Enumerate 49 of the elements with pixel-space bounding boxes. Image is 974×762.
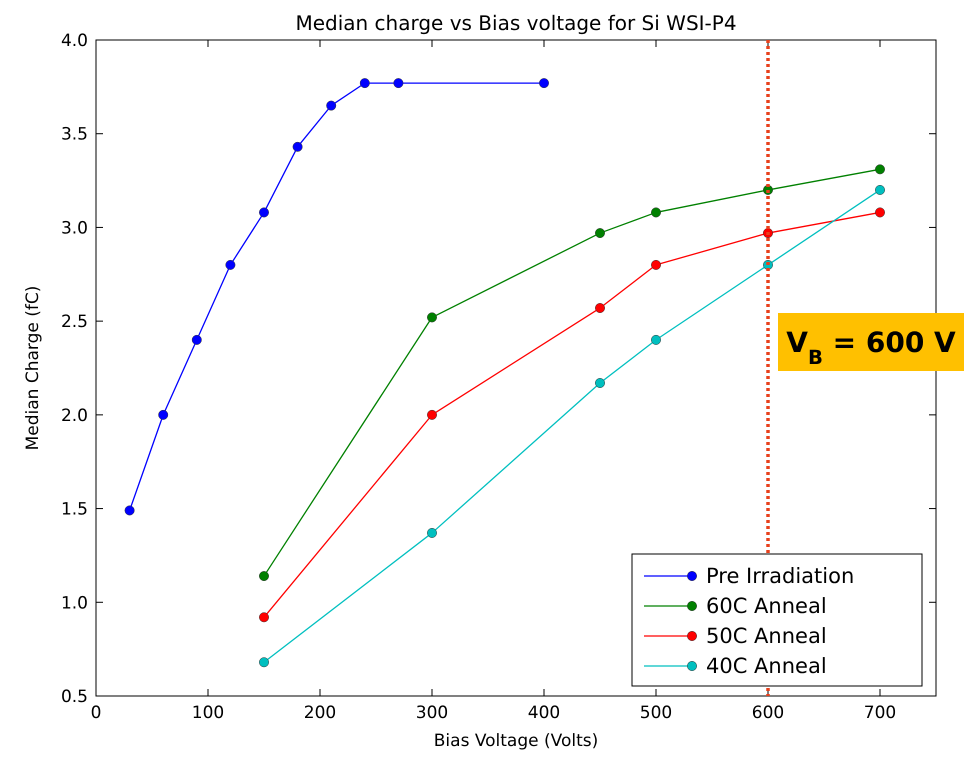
point — [124, 505, 135, 516]
legend-label: 40C Anneal — [706, 654, 827, 678]
point — [292, 142, 303, 152]
x-tick-label: 400 — [528, 703, 560, 723]
y-tick-label: 2.0 — [60, 406, 88, 426]
y-tick-label: 1.5 — [60, 500, 88, 520]
point — [595, 303, 605, 313]
legend-label: 50C Anneal — [706, 624, 827, 648]
y-tick-label: 3.5 — [60, 124, 88, 145]
point — [427, 312, 437, 322]
x-tick-label: 100 — [192, 703, 224, 723]
point — [192, 334, 202, 345]
y-tick-label: 2.5 — [60, 312, 88, 332]
point — [225, 260, 236, 270]
point — [651, 207, 661, 218]
point — [360, 78, 370, 88]
point — [393, 78, 404, 88]
point — [651, 260, 661, 270]
x-tick-label: 500 — [640, 703, 672, 723]
ref-line-label: V$_{B}$ = 600 V — [786, 326, 956, 368]
y-tick-label: 0.5 — [60, 687, 88, 707]
point — [595, 228, 605, 238]
point — [259, 657, 269, 668]
point — [427, 410, 437, 420]
point — [651, 334, 661, 345]
x-tick-label: 700 — [864, 703, 896, 723]
x-tick-label: 300 — [416, 703, 448, 723]
y-tick-label: 4.0 — [60, 31, 88, 51]
point — [259, 571, 269, 582]
point — [595, 378, 605, 388]
point — [539, 78, 549, 88]
y-tick-label: 1.0 — [60, 593, 88, 614]
point — [158, 410, 168, 420]
y-axis-title: Median Charge (fC) — [23, 286, 43, 450]
x-axis-title: Bias Voltage (Volts) — [434, 731, 598, 751]
x-tick-label: 200 — [304, 703, 336, 723]
y-tick-label: 3.0 — [60, 218, 88, 238]
point — [875, 207, 885, 218]
point — [427, 528, 437, 538]
chart-title: Median charge vs Bias voltage for Si WSI-P4 — [295, 11, 737, 35]
point — [875, 164, 885, 174]
point — [875, 184, 885, 195]
point — [259, 207, 269, 218]
point — [326, 100, 336, 111]
point — [259, 612, 269, 622]
legend-label: 60C Anneal — [706, 594, 827, 618]
x-tick-label: 0 — [90, 703, 102, 723]
x-tick-label: 600 — [752, 703, 784, 723]
legend-label: Pre Irradiation — [706, 564, 854, 588]
